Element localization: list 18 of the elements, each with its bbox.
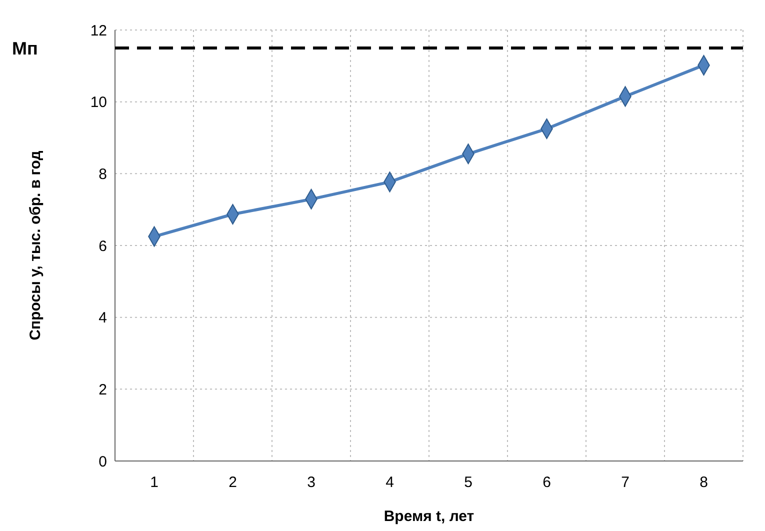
y-tick-label: 2 (98, 381, 107, 398)
x-tick-label: 6 (542, 474, 551, 491)
y-tick-label: 8 (98, 166, 107, 183)
x-axis-title: Время t, лет (384, 508, 474, 525)
y-tick-label: 0 (98, 453, 107, 470)
y-axis-title: Спросы y, тыс. обр. в год (27, 150, 44, 340)
y-tick-label: 6 (98, 238, 107, 255)
x-tick-label: 3 (307, 474, 316, 491)
x-tick-label: 7 (621, 474, 630, 491)
x-tick-label: 1 (150, 474, 158, 491)
ref-line-label: Mп (12, 38, 38, 58)
x-tick-label: 2 (228, 474, 237, 491)
y-tick-label: 12 (90, 22, 107, 40)
x-tick-label: 4 (386, 474, 394, 491)
y-tick-label: 10 (90, 94, 107, 112)
y-tick-label: 4 (98, 310, 107, 327)
x-tick-label: 8 (700, 474, 708, 491)
x-tick-label: 5 (464, 474, 472, 491)
